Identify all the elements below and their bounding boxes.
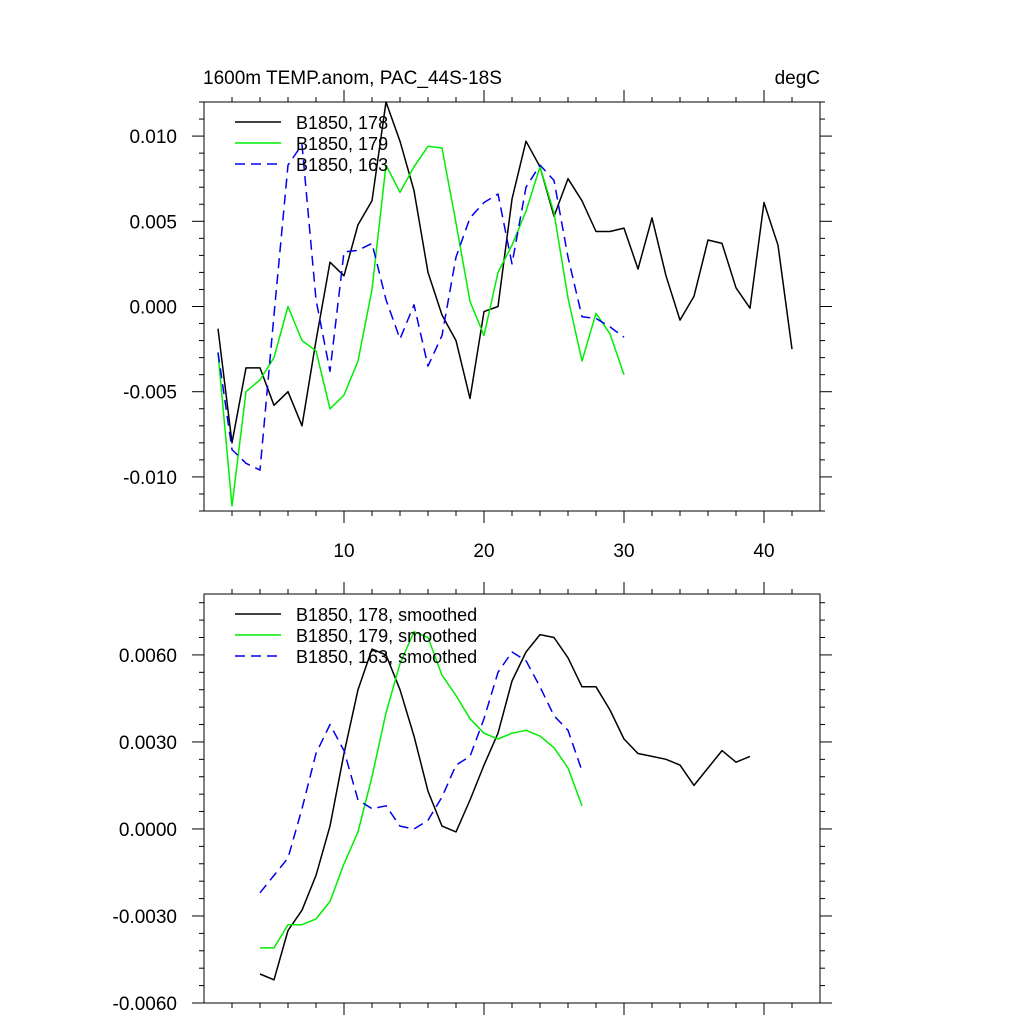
y-tick-label: -0.0030 [113, 907, 177, 928]
y-tick-label: 0.010 [129, 127, 177, 148]
series-line-3 [259, 651, 583, 894]
legend-label-1: B1850, 178 [296, 113, 388, 133]
x-tick-label: 10 [333, 541, 354, 562]
legend-label-3: B1850, 163, smoothed [296, 647, 477, 667]
axis-tick-labels-top: -0.010 -0.005 0.000 0.005 0.010 10 20 30 40 [123, 127, 774, 562]
y-tick-label: -0.0060 [113, 994, 177, 1015]
axis-ticks-top [192, 90, 832, 523]
y-tick-label: -0.005 [123, 383, 177, 404]
axis-ticks-bottom [192, 582, 832, 1015]
series-line-1 [217, 101, 793, 444]
series-line-3 [217, 143, 625, 471]
series-line-2 [217, 145, 625, 507]
chart-units: degC [775, 68, 820, 89]
y-tick-label: 0.000 [129, 298, 177, 319]
y-tick-label: 0.0000 [119, 820, 177, 841]
series-line-1 [259, 633, 751, 981]
x-tick-label: 40 [753, 541, 774, 562]
x-tick-label: 20 [473, 541, 494, 562]
axis-tick-labels-bottom: -0.0060 -0.0030 0.0000 0.0030 0.0060 [113, 646, 177, 1015]
legend-label-2: B1850, 179, smoothed [296, 626, 477, 646]
y-tick-label: 0.0030 [119, 733, 177, 754]
x-tick-label: 30 [613, 541, 634, 562]
series-group-bottom [259, 630, 751, 981]
y-tick-label: 0.005 [129, 212, 177, 233]
y-tick-label: -0.010 [123, 468, 177, 489]
series-group-top [217, 101, 793, 507]
bottom-panel: -0.0060 -0.0030 0.0000 0.0030 0.0060 B1850, … [113, 582, 832, 1015]
chart-title: 1600m TEMP.anom, PAC_44S-18S [203, 68, 502, 89]
series-line-2 [260, 630, 583, 949]
legend-label-3: B1850, 163 [296, 155, 388, 175]
legend-label-1: B1850, 178, smoothed [296, 605, 477, 625]
y-tick-label: 0.0060 [119, 646, 177, 667]
legend-label-2: B1850, 179 [296, 134, 388, 154]
top-panel: 1600m TEMP.anom, PAC_44S-18S degC -0.010… [123, 68, 832, 562]
